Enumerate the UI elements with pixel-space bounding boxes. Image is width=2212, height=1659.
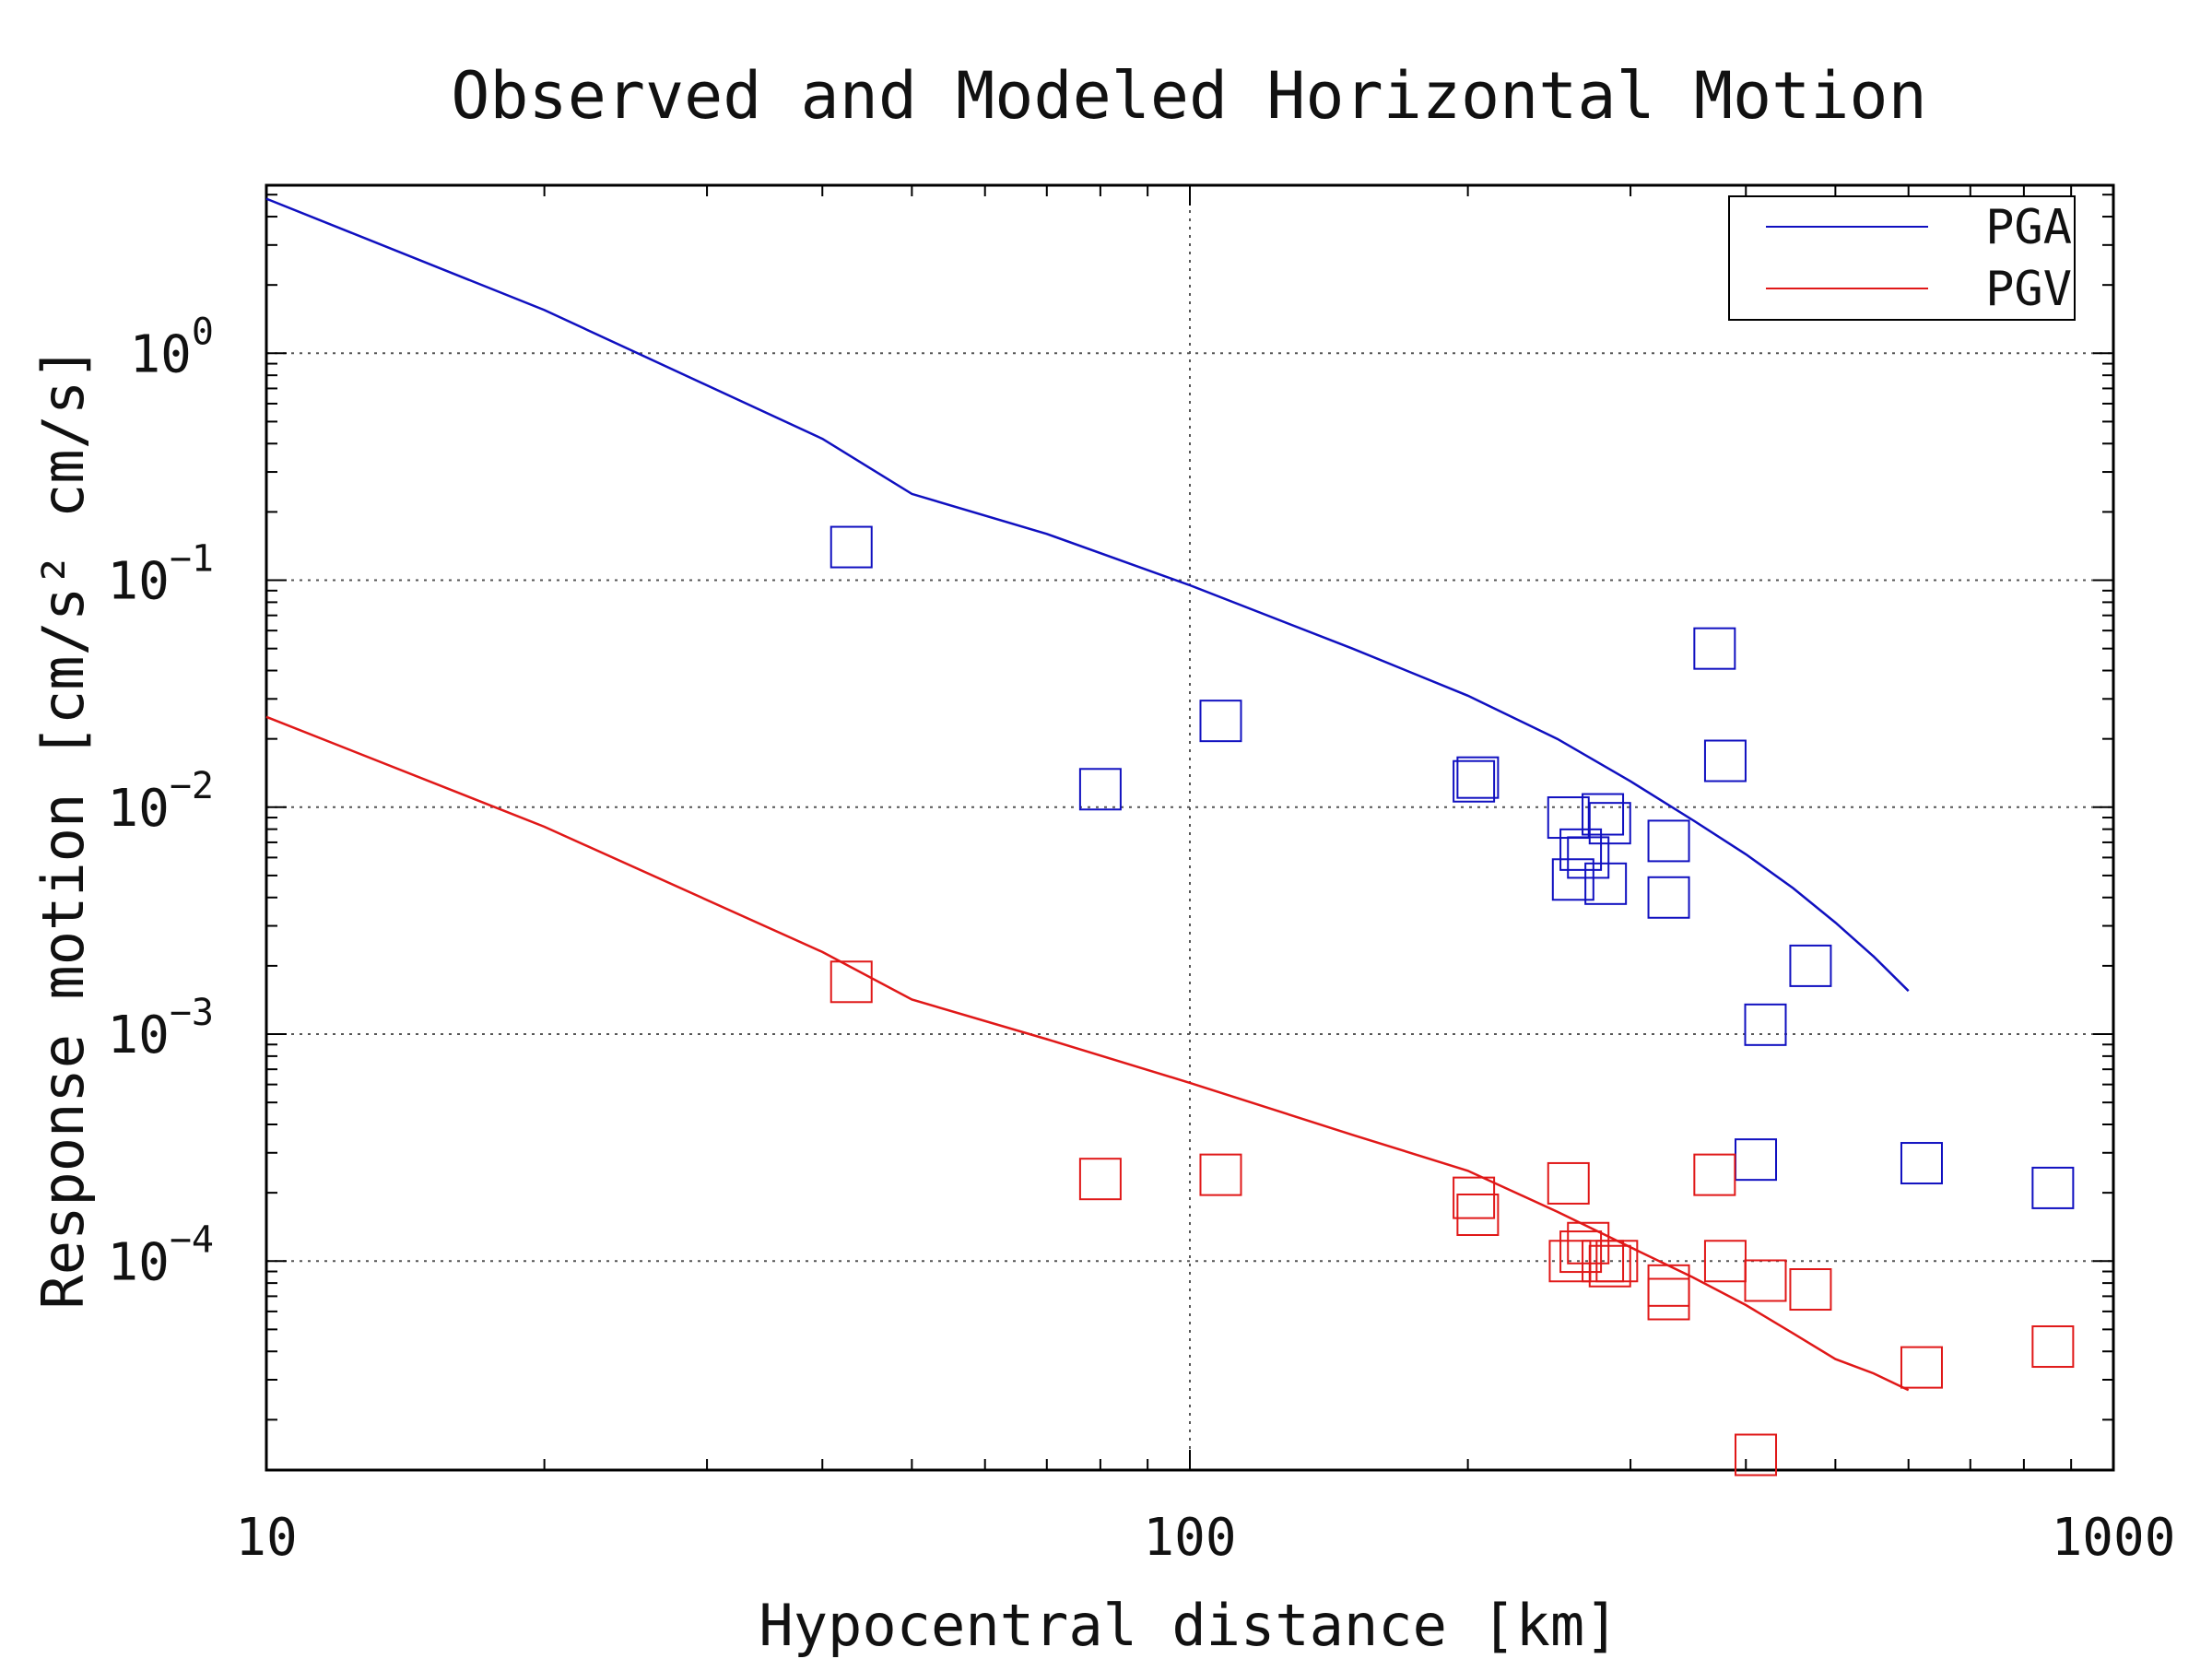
x-axis-label: Hypocentral distance [km] [759,1592,1618,1659]
observed-point-pgv [1453,1176,1496,1219]
y-axis-label: Response motion [cm/s² cm/s] [29,346,97,1309]
observed-point-pga [1567,836,1610,879]
y-tick-label: 10−2 [107,765,214,839]
observed-point-pgv [1078,1158,1122,1201]
y-tick-labels: 100 10−1 10−2 10−3 10−4 [107,311,214,1292]
observed-point-pga [1199,700,1242,743]
observed-point-pga [1735,1138,1778,1182]
observed-point-pga [1078,768,1122,811]
y-tick-label: 10−4 [107,1218,214,1292]
observed-point-pgv [1735,1433,1778,1477]
observed-point-pgv [1588,1244,1631,1288]
chart-title: Observed and Modeled Horizontal Motion [451,58,1926,134]
observed-point-pga [1559,828,1603,871]
observed-point-pga [1744,1003,1787,1046]
observed-point-pgv [830,960,873,1004]
observed-point-pga [1647,819,1690,863]
observed-point-pgv [1595,1240,1639,1283]
observed-point-pgv [1456,1193,1500,1236]
observed-point-pgv [1559,1230,1603,1274]
observed-point-pga [1789,944,1832,987]
legend-label-pgv: PGV [1985,262,2072,317]
observed-point-pgv [1900,1346,1943,1389]
observed-point-pga [1456,756,1500,799]
x-tick-label: 10 [235,1508,297,1568]
legend-label-pga: PGA [1985,200,2072,255]
x-tick-label: 1000 [2052,1508,2176,1568]
observed-point-pgv [2031,1325,2075,1369]
x-tick-label: 100 [1143,1508,1236,1568]
observed-point-pga [830,525,873,569]
observed-point-pga [1588,802,1631,845]
observed-point-pgv [1647,1277,1690,1321]
plot-frame [265,183,2115,1472]
y-tick-label: 10−3 [107,992,214,1065]
legend: PGA PGV [1728,195,2076,321]
observed-point-pga [2031,1166,2075,1209]
y-tick-label: 100 [129,311,214,384]
observed-point-pga [1693,627,1736,670]
observed-point-pgv [1693,1153,1736,1196]
observed-point-pgv [1567,1221,1610,1265]
observed-point-pga [1647,876,1690,919]
model-line-pga [265,197,1910,993]
observed-point-pgv [1547,1161,1590,1205]
observed-markers [830,525,2075,1477]
observed-point-pgv [1789,1268,1832,1312]
y-tick-label: 10−1 [107,538,214,612]
observed-point-pga [1453,759,1496,803]
x-tick-labels: 10 100 1000 [235,1508,2175,1568]
observed-point-pga [1551,858,1594,901]
model-line-pgv [265,715,1910,1392]
observed-point-pgv [1744,1259,1787,1302]
observed-point-pga [1582,793,1625,836]
grid-lines [266,185,2113,1470]
observed-point-pga [1703,739,1747,782]
observed-point-pgv [1199,1153,1242,1196]
observed-point-pgv [1647,1264,1690,1307]
legend-box [1728,195,2076,321]
observed-point-pga [1584,862,1628,905]
observed-point-pga [1900,1142,1943,1185]
model-lines [265,197,1910,1392]
